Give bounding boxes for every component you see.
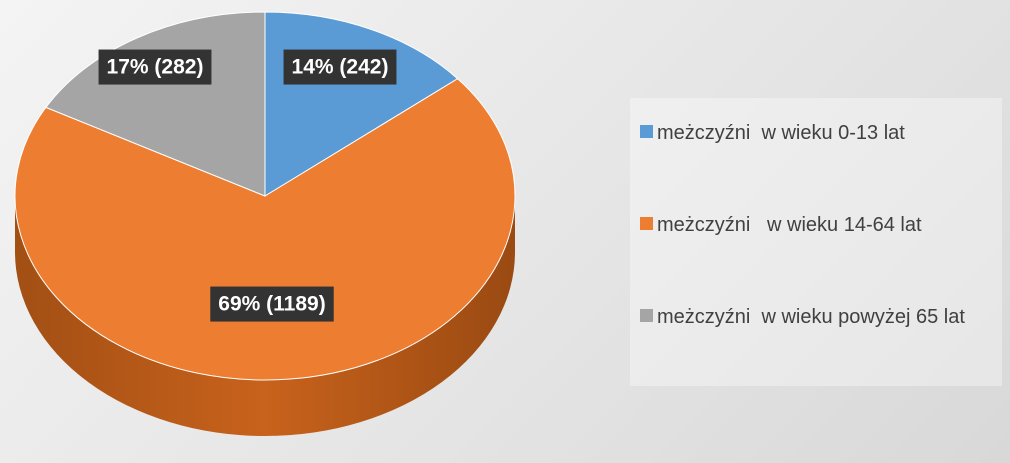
data-label-text: 69% (1189) [218,293,325,316]
label-box [210,286,334,322]
legend-label: meżczyźni w wieku powyżej 65 lat [657,306,965,328]
label-box [98,49,212,85]
label-box [283,49,397,85]
pie-slice [14,78,516,381]
legend-label: meżczyźni w wieku 14-64 lat [657,214,922,236]
legend-swatch [640,309,653,322]
legend-swatch [640,125,653,138]
data-label: 14% (242) [283,49,397,85]
pie-side [15,196,515,436]
data-label-text: 17% (282) [107,56,204,79]
legend-item: meżczyźni w wieku powyżej 65 lat [640,304,995,330]
data-label-text: 14% (242) [292,56,389,79]
legend-label: meżczyźni w wieku 0-13 lat [657,122,905,144]
legend-item: meżczyźni w wieku 0-13 lat [640,120,995,146]
legend-swatch [640,217,653,230]
data-label: 69% (1189) [210,286,334,322]
data-label: 17% (282) [98,49,212,85]
legend: meżczyźni w wieku 0-13 lat meżczyźni w wi… [630,98,1002,386]
legend-item: meżczyźni w wieku 14-64 lat [640,212,995,238]
